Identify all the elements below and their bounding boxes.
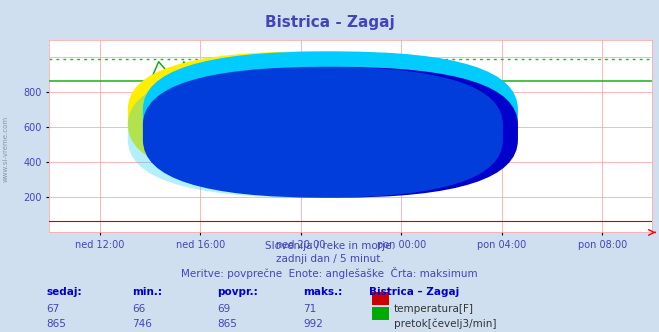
Text: maks.:: maks.:	[303, 287, 343, 297]
Text: pretok[čevelj3/min]: pretok[čevelj3/min]	[394, 319, 497, 329]
Text: 865: 865	[46, 319, 66, 329]
FancyBboxPatch shape	[143, 67, 518, 198]
Text: 69: 69	[217, 304, 231, 314]
Text: 992: 992	[303, 319, 323, 329]
Text: temperatura[F]: temperatura[F]	[394, 304, 474, 314]
Text: 746: 746	[132, 319, 152, 329]
Text: Bistrica – Zagaj: Bistrica – Zagaj	[369, 287, 459, 297]
Text: sedaj:: sedaj:	[46, 287, 82, 297]
Text: 71: 71	[303, 304, 316, 314]
Text: Meritve: povprečne  Enote: anglešaške  Črta: maksimum: Meritve: povprečne Enote: anglešaške Črt…	[181, 267, 478, 279]
Text: 865: 865	[217, 319, 237, 329]
Text: Bistrica - Zagaj: Bistrica - Zagaj	[265, 15, 394, 30]
Text: www.si-vreme.com: www.si-vreme.com	[2, 116, 9, 183]
Text: zadnji dan / 5 minut.: zadnji dan / 5 minut.	[275, 254, 384, 264]
Text: povpr.:: povpr.:	[217, 287, 258, 297]
FancyBboxPatch shape	[128, 51, 503, 182]
FancyBboxPatch shape	[128, 67, 503, 198]
Text: 67: 67	[46, 304, 59, 314]
Text: Slovenija / reke in morje.: Slovenija / reke in morje.	[264, 241, 395, 251]
Text: 66: 66	[132, 304, 145, 314]
FancyBboxPatch shape	[143, 51, 518, 182]
Text: min.:: min.:	[132, 287, 162, 297]
Text: www.si-vreme.com: www.si-vreme.com	[225, 143, 477, 167]
